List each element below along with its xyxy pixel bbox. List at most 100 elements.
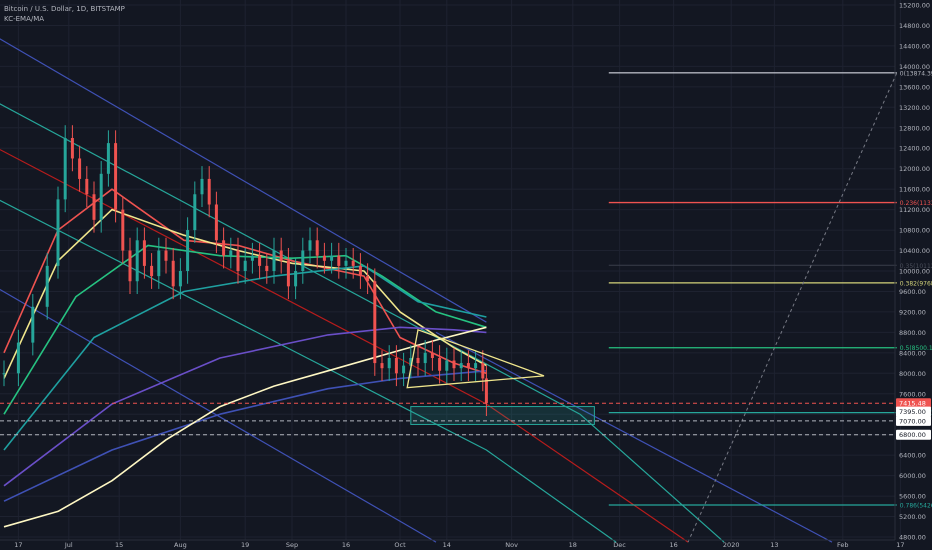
candle-body: [474, 363, 478, 369]
fib-level-label: 0.236(11337.73): [900, 200, 932, 207]
candle-body: [423, 352, 427, 364]
candle-body: [2, 373, 6, 375]
candle-body: [92, 194, 96, 220]
dashed-levels: [0, 402, 895, 436]
price-tick-label: 5200.00: [899, 513, 926, 521]
time-tick-label: Jul: [64, 541, 73, 549]
candle-body: [438, 357, 442, 371]
support-box: [410, 406, 595, 425]
price-label-text: 7395.00: [899, 408, 926, 416]
candle-body: [484, 378, 488, 404]
candle-body: [78, 158, 82, 179]
candle-body: [409, 357, 413, 366]
candle-body: [430, 352, 434, 358]
time-axis: 17 Jul 15 Aug 19 Sep 16 Oct 14 Nov 18 Dec 16 2020 13 Fe…: [0, 539, 905, 549]
price-tick-label: 15200.00: [899, 2, 930, 10]
candle-body: [178, 271, 182, 287]
candle-body: [121, 209, 125, 251]
indicator-name: KC-EMA/MA: [4, 15, 45, 23]
candle-body: [207, 178, 211, 205]
price-tick-label: 14800.00: [899, 22, 930, 30]
candle-body: [250, 255, 254, 261]
price-label-box: [896, 398, 931, 409]
time-tick-label: Feb: [837, 541, 849, 549]
channel-line: [0, 199, 617, 543]
candle-body: [459, 363, 463, 369]
candle-body: [315, 240, 319, 256]
price-tick-label: 9600.00: [899, 288, 926, 296]
candle-body: [150, 265, 154, 277]
time-tick-label: 18: [569, 541, 577, 549]
moving-average: [3, 370, 487, 502]
price-label-text: 7070.00: [899, 417, 926, 425]
candle-body: [142, 240, 146, 266]
candle-body: [99, 173, 103, 220]
time-tick-label: 16: [669, 541, 677, 549]
candle-body: [301, 250, 305, 271]
candle-body: [31, 306, 35, 343]
candle-body: [416, 357, 420, 364]
price-tick-label: 14000.00: [899, 63, 930, 71]
price-tick-label: 12400.00: [899, 145, 930, 153]
price-axis: 4800.00 5200.00 5600.00 6000.00 6400.00 6800.…: [894, 0, 930, 542]
candle-body: [214, 204, 218, 241]
candle-body: [322, 255, 326, 261]
candle-body: [265, 265, 269, 271]
candle-body: [171, 260, 175, 287]
candle-body: [236, 250, 240, 271]
time-tick-label: 17: [896, 541, 904, 549]
candle-body: [193, 194, 197, 231]
channel-line: [0, 38, 487, 323]
price-tick-label: 10000.00: [899, 268, 930, 276]
candle-body: [258, 255, 262, 266]
time-tick-label: 19: [241, 541, 249, 549]
moving-average: [3, 244, 487, 415]
time-tick-label: 2020: [723, 541, 740, 549]
candle-body: [272, 250, 276, 271]
time-tick-label: Oct: [394, 541, 406, 549]
candle-body: [308, 240, 312, 251]
candle-body: [373, 281, 377, 364]
fib-level-label: 0.786(5426.03): [900, 502, 932, 509]
time-tick-label: 13: [770, 541, 778, 549]
candle-body: [402, 365, 406, 374]
price-label-box: [896, 406, 931, 417]
price-tick-label: 13600.00: [899, 83, 930, 91]
candle-body: [128, 250, 132, 282]
price-tick-label: 6400.00: [899, 452, 926, 460]
time-tick-label: 15: [115, 541, 123, 549]
price-tick-label: 8400.00: [899, 349, 926, 357]
price-label-text: 6800.00: [899, 431, 926, 439]
fib-faint-label: 0.35(10112.40): [900, 263, 932, 270]
candle-body: [135, 240, 139, 282]
time-tick-label: Dec: [613, 541, 626, 549]
candle-body: [200, 178, 204, 195]
candle-body: [157, 250, 161, 277]
candle-body: [466, 363, 470, 369]
price-tick-label: 13200.00: [899, 104, 930, 112]
fib-level-label: 0.382(9768.44): [900, 280, 932, 287]
moving-average: [3, 326, 487, 487]
candle-body: [351, 260, 355, 266]
time-tick-label: Nov: [505, 541, 518, 549]
candle-body: [243, 260, 247, 271]
time-tick-label: 17: [14, 541, 22, 549]
price-tick-label: 11200.00: [899, 206, 930, 214]
fib-level-label: 0(13874.39): [900, 70, 932, 77]
trend-channels: [0, 38, 833, 543]
projection-line: [687, 72, 898, 543]
candle-body: [106, 143, 110, 174]
price-tick-label: 9200.00: [899, 308, 926, 316]
price-label-box: [896, 429, 931, 440]
channel-line: [0, 103, 725, 543]
candle-body: [114, 143, 118, 210]
candle-body: [16, 342, 20, 374]
candles: [2, 125, 488, 417]
candle-body: [452, 360, 456, 369]
candle-body: [366, 276, 370, 282]
price-tick-label: 12000.00: [899, 165, 930, 173]
time-tick-label: 16: [342, 541, 350, 549]
price-label-text: 7415.48: [899, 400, 926, 408]
